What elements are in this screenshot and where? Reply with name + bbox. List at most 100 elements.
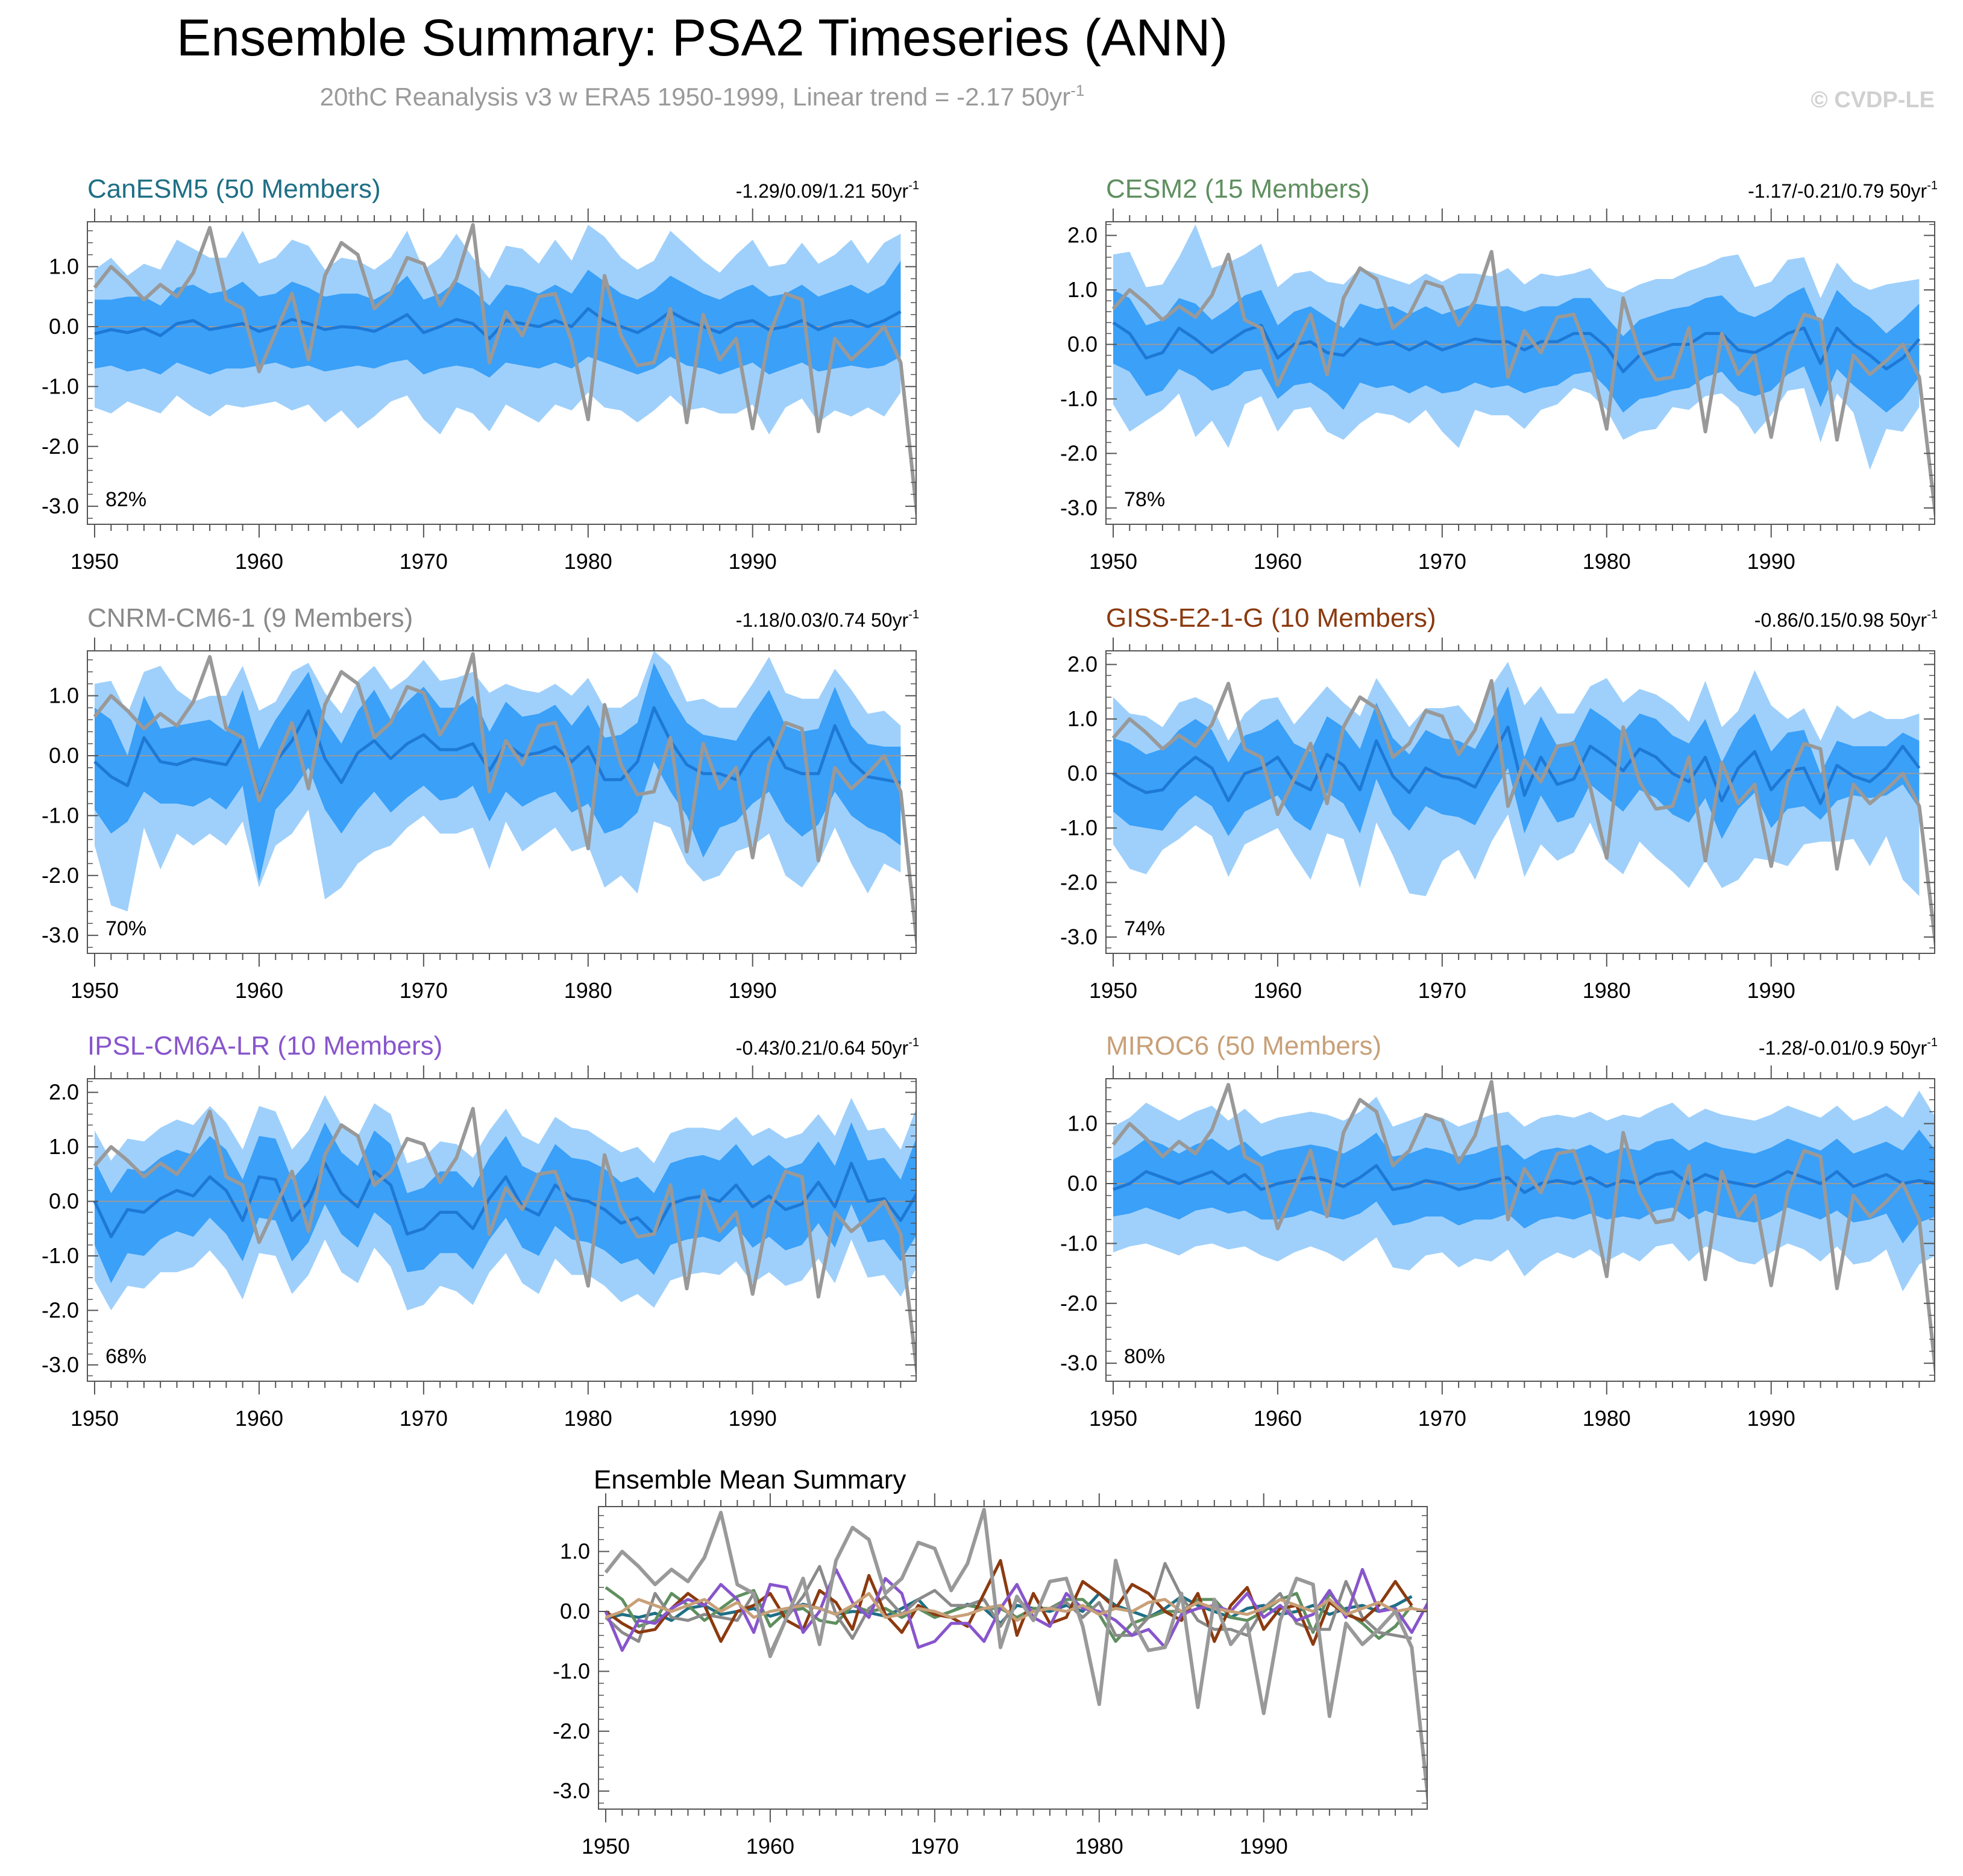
- observed-line: [93, 1106, 916, 1375]
- y-tick-label: -2.0: [1060, 1291, 1098, 1316]
- subtitle-text: 20thC Reanalysis v3 w ERA5 1950-1999, Li…: [320, 83, 1071, 111]
- panel-title: CNRM-CM6-1 (9 Members): [87, 603, 413, 633]
- trend-label-text: -0.43/0.21/0.64 50yr: [736, 1037, 909, 1059]
- series-line-miroc6: [605, 1592, 1427, 1622]
- x-tick-label: 1980: [564, 1406, 612, 1431]
- panel-plot-area: [1106, 1080, 1935, 1374]
- x-tick-label: 1990: [729, 978, 777, 1003]
- y-tick-label: -1.0: [42, 1243, 79, 1268]
- y-tick-label: -2.0: [1060, 441, 1098, 465]
- y-tick-label: 0.0: [1067, 761, 1098, 786]
- x-tick-label: 1960: [746, 1834, 794, 1859]
- panel-frame: [87, 221, 917, 525]
- panels: CanESM5 (50 Members) -1.29/0.09/1.21 50yr…: [42, 174, 1938, 1859]
- y-tick-label: -2.0: [553, 1719, 590, 1743]
- x-tick-label: 1950: [71, 549, 119, 574]
- trend-label: -0.43/0.21/0.64 50yr-1: [736, 1036, 919, 1059]
- band-25-75-percentile: [1113, 1129, 1935, 1244]
- y-tick-label: -3.0: [553, 1778, 590, 1803]
- y-tick-label: -1.0: [42, 803, 79, 827]
- x-tick-label: 1980: [564, 549, 612, 574]
- x-tick-label: 1950: [1089, 549, 1137, 574]
- percent-label: 70%: [105, 917, 146, 940]
- x-tick-label: 1980: [1583, 978, 1631, 1003]
- x-tick-label: 1990: [1747, 978, 1795, 1003]
- panel-title: MIROC6 (50 Members): [1106, 1031, 1381, 1061]
- y-tick-label: -3.0: [1060, 924, 1098, 949]
- y-tick-label: -1.0: [1060, 1231, 1098, 1255]
- x-tick-label: 1970: [400, 549, 448, 574]
- subtitle-superscript: -1: [1070, 81, 1084, 99]
- observed-line: [93, 223, 916, 517]
- panel-1: CESM2 (15 Members) -1.17/-0.21/0.79 50yr-…: [1060, 174, 1938, 574]
- ensemble-mean-line: [93, 1161, 916, 1238]
- y-tick-label: -2.0: [42, 434, 79, 459]
- y-tick-label: 1.0: [560, 1539, 590, 1564]
- x-tick-label: 1970: [1418, 549, 1466, 574]
- x-tick-label: 1990: [1747, 549, 1795, 574]
- panel-frame: [1105, 1078, 1935, 1382]
- y-tick-label: 2.0: [1067, 652, 1098, 677]
- y-tick-label: 1.0: [1067, 1111, 1098, 1136]
- x-tick-label: 1960: [1254, 978, 1302, 1003]
- y-tick-label: -2.0: [42, 863, 79, 888]
- x-tick-label: 1980: [564, 978, 612, 1003]
- panel-5: MIROC6 (50 Members) -1.28/-0.01/0.9 50yr-…: [1060, 1031, 1938, 1431]
- ensemble-mean-line: [1112, 321, 1921, 374]
- x-tick-label: 1990: [729, 549, 777, 574]
- panel-3: GISS-E2-1-G (10 Members) -0.86/0.15/0.98 …: [1060, 603, 1938, 1003]
- trend-label-text: -1.29/0.09/1.21 50yr: [736, 180, 909, 202]
- panel-2: CNRM-CM6-1 (9 Members) -1.18/0.03/0.74 50…: [42, 603, 919, 1003]
- panel-0: CanESM5 (50 Members) -1.29/0.09/1.21 50yr…: [42, 174, 919, 574]
- x-tick-label: 1970: [1418, 1406, 1466, 1431]
- series-line-20thc-reanalysis-v3-w-era5: [604, 1508, 1427, 1802]
- y-tick-label: 0.0: [49, 1189, 79, 1214]
- trend-label-sup: -1: [1927, 1036, 1938, 1049]
- y-tick-label: -1.0: [1060, 386, 1098, 411]
- panel-title: IPSL-CM6A-LR (10 Members): [87, 1031, 442, 1061]
- trend-label: -1.17/-0.21/0.79 50yr-1: [1748, 179, 1938, 202]
- ensemble-mean-line: [94, 307, 902, 340]
- y-tick-label: -2.0: [1060, 870, 1098, 894]
- band-25-75-percentile: [95, 1122, 916, 1284]
- x-tick-label: 1990: [729, 1406, 777, 1431]
- x-tick-label: 1950: [71, 1406, 119, 1431]
- panel-frame: [598, 1506, 1428, 1810]
- trend-label: -1.29/0.09/1.21 50yr-1: [736, 179, 919, 202]
- y-tick-label: 2.0: [1067, 223, 1098, 248]
- trend-label-text: -1.18/0.03/0.74 50yr: [736, 609, 909, 631]
- x-tick-label: 1990: [1240, 1834, 1288, 1859]
- observed-line: [1111, 249, 1935, 518]
- ensemble-mean-line: [1113, 1164, 1935, 1194]
- x-tick-label: 1950: [1089, 1406, 1137, 1431]
- y-tick-label: -3.0: [42, 494, 79, 518]
- x-tick-label: 1950: [582, 1834, 630, 1859]
- ensemble-mean-line: [93, 706, 901, 799]
- percent-label: 74%: [1124, 917, 1165, 940]
- panel-title: CESM2 (15 Members): [1106, 174, 1370, 204]
- panel-frame: [87, 1078, 917, 1382]
- panel-plot-area: [1106, 662, 1935, 947]
- series-line-ipsl-cm6a-lr: [604, 1567, 1427, 1652]
- trend-label-sup: -1: [1927, 179, 1938, 192]
- x-tick-label: 1960: [1254, 1406, 1302, 1431]
- panel-6: Ensemble Mean Summary 1.0 0.0 -1.0 -2.0 -3.0 1…: [553, 1465, 1428, 1859]
- trend-label-sup: -1: [908, 179, 919, 192]
- panel-4: IPSL-CM6A-LR (10 Members) -0.43/0.21/0.64…: [42, 1031, 919, 1431]
- x-tick-label: 1980: [1583, 1406, 1631, 1431]
- panel-frame: [87, 650, 917, 954]
- trend-label-sup: -1: [1927, 608, 1938, 621]
- panel-frame: [1105, 650, 1935, 954]
- trend-label: -0.86/0.15/0.98 50yr-1: [1754, 608, 1938, 631]
- panel-title: Ensemble Mean Summary: [594, 1465, 906, 1495]
- y-tick-label: 0.0: [49, 743, 79, 768]
- panel-plot-area: [604, 1508, 1427, 1802]
- x-tick-label: 1970: [911, 1834, 959, 1859]
- y-tick-label: 1.0: [1067, 277, 1098, 302]
- observed-line: [93, 652, 916, 946]
- x-tick-label: 1990: [1747, 1406, 1795, 1431]
- y-tick-label: 1.0: [1067, 706, 1098, 731]
- panel-title: CanESM5 (50 Members): [87, 174, 381, 204]
- y-tick-label: 1.0: [49, 254, 79, 279]
- y-tick-label: 0.0: [1067, 1171, 1098, 1196]
